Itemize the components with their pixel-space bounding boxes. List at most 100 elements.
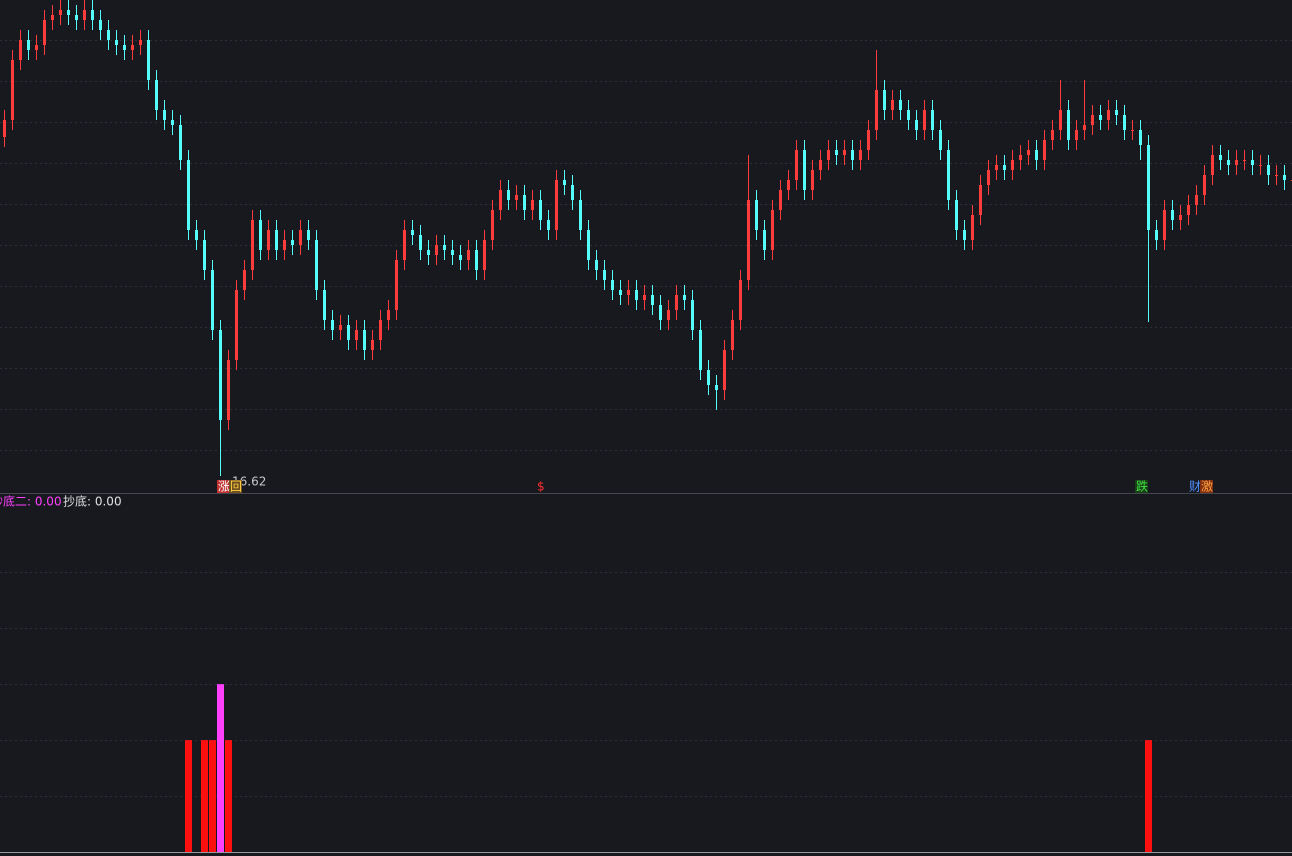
candle-body [35,45,38,50]
candle-body [651,295,654,305]
candle-body [1003,165,1006,170]
legend-entry: 抄底: 0.00 [63,494,122,509]
candle-body [1267,165,1270,175]
candle-body [403,230,406,260]
candle-body [683,295,686,300]
candle-body [1035,150,1038,160]
candle-body [491,210,494,240]
candle-body [835,150,838,155]
candle-body [619,290,622,295]
candle-body [1171,210,1174,220]
candle-body [43,20,46,45]
candle-body [859,150,862,160]
candle-body [267,230,270,250]
candle-body [755,200,758,230]
candle-body [1043,140,1046,160]
candle-body [843,150,846,155]
candle-body [291,240,294,245]
candle-body [91,10,94,20]
candle-body [331,320,334,330]
candle-body [803,150,806,190]
candle-body [1251,160,1254,165]
candle-body [947,150,950,200]
signal-marker: 涨 [218,479,230,494]
candle-body [579,200,582,230]
candle-body [467,250,470,260]
candle-body [1083,125,1086,130]
candle-body [595,260,598,270]
signal-marker: 跌 [1136,479,1148,494]
candle-body [643,295,646,300]
candle-body [1211,155,1214,175]
candle-body [251,220,254,270]
candle-body [1067,110,1070,140]
candle-body [1123,115,1126,130]
candle-body [531,200,534,210]
candle-body [499,190,502,210]
candle-body [1115,110,1118,115]
signal-bar [217,684,224,852]
candle-body [1107,110,1110,120]
candle-body [1139,130,1142,145]
candle-body [875,90,878,130]
candle-body [419,235,422,250]
candle-body [1131,130,1134,131]
candle-body [523,195,526,210]
candle-body [939,130,942,150]
candle-body [379,320,382,340]
candle-body [515,195,518,200]
candle-body [731,320,734,350]
signal-marker-box [229,480,242,493]
candle-body [1219,155,1222,160]
candle-body [1275,175,1278,176]
candle-body [1011,160,1014,170]
candle-body [67,10,70,15]
candle-body [1051,130,1054,140]
signal-bar [185,740,192,852]
candle-body [427,250,430,255]
candle-body [1283,175,1286,180]
candle-body [771,210,774,250]
candle-body [1243,160,1246,161]
candle-body [763,230,766,250]
candle-body [1195,195,1198,205]
candle-body [1059,110,1062,130]
candle-body [107,30,110,40]
signal-marker-box [1200,480,1213,493]
candle-body [11,60,14,120]
candle-body [443,245,446,250]
candle-body [243,270,246,290]
candle-body [307,230,310,240]
candle-body [867,130,870,150]
signal-bar [1145,740,1152,852]
candle-body [787,180,790,190]
signal-marker: 财 [1189,480,1201,494]
candle-body [195,230,198,240]
candle-body [987,170,990,185]
candle-body [691,300,694,330]
candle-body [811,170,814,190]
candle-body [1075,130,1078,140]
candle-body [779,190,782,210]
candle-body [1227,160,1230,165]
candle-body [659,305,662,320]
signal-bar [225,740,232,852]
candle-body [59,10,62,15]
candle-body [707,370,710,385]
candle-body [571,185,574,200]
candle-body [1235,160,1238,165]
candle-body [283,240,286,250]
candle-body [819,160,822,170]
signal-bar [201,740,208,852]
candle-body [587,230,590,260]
candle-body [75,15,78,20]
candle-body [795,150,798,180]
candle-body [963,230,966,240]
candle-body [635,290,638,300]
candle-body [315,240,318,290]
candle-body [915,120,918,130]
candle-body [187,160,190,230]
candle-body [347,325,350,340]
